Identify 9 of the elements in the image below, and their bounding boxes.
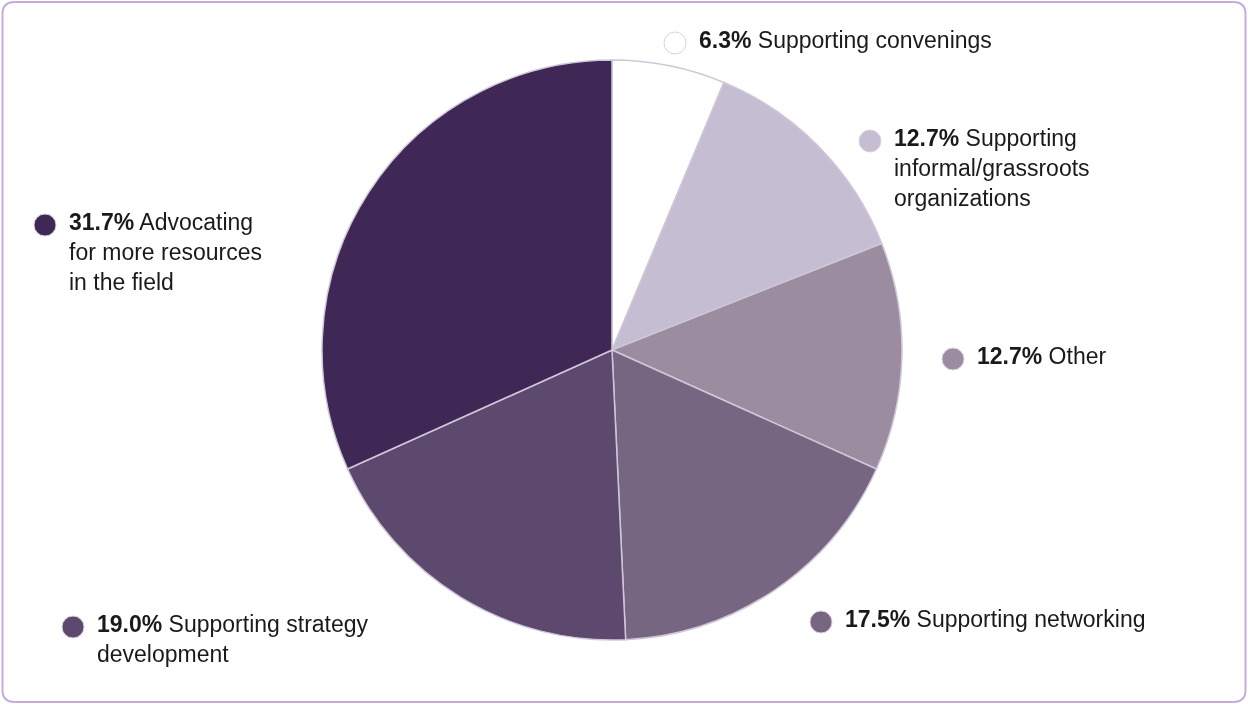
data-label: 6.3%: [699, 27, 752, 53]
data-label: 19.0%: [97, 611, 163, 637]
data-label: 12.7%: [894, 125, 960, 151]
data-label: 31.7%: [69, 209, 135, 235]
data-label: 12.7%: [977, 343, 1043, 369]
data-label: 17.5%: [845, 606, 911, 632]
slice-label: Other: [1048, 343, 1107, 369]
slice-label: Supporting convenings: [757, 27, 992, 53]
slice-label: Supporting networking: [916, 606, 1146, 632]
